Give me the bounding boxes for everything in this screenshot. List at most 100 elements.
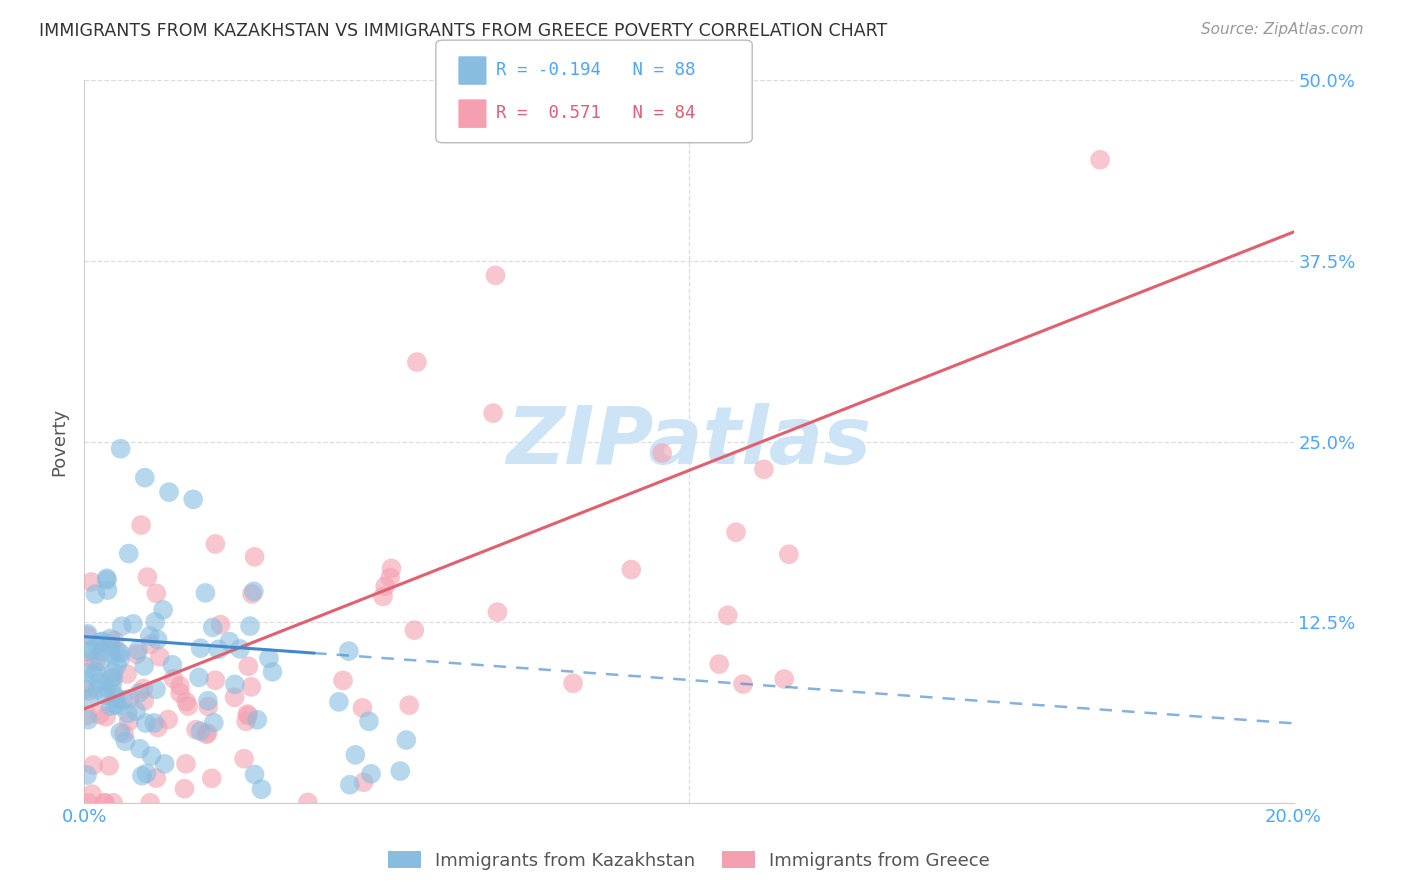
Point [89,707,111,722]
Text: R = -0.194   N = 88: R = -0.194 N = 88 [496,61,696,78]
Point [724,525,747,540]
Point [339,778,361,792]
Point [94,796,117,810]
Point [297,796,319,810]
Point [257,651,280,665]
Point [380,561,402,575]
Point [110,725,132,739]
Point [201,620,224,634]
Point [103,687,125,701]
Point [117,706,139,721]
Point [243,549,266,564]
Point [352,701,374,715]
Point [243,767,266,781]
Point [139,637,162,651]
Point [236,706,259,721]
Point [98,632,121,646]
Point [96,571,118,585]
Point [98,759,121,773]
Point [76,708,98,723]
Point [83,668,105,682]
Point [157,485,180,500]
Point [731,677,754,691]
Point [239,619,262,633]
Point [77,684,100,698]
Point [110,442,132,456]
Point [209,617,232,632]
Point [125,647,148,661]
Point [96,583,118,598]
Point [135,766,157,780]
Point [118,691,141,706]
Point [112,727,135,741]
Point [218,634,240,648]
Point [197,694,219,708]
Point [141,749,163,764]
Point [651,446,673,460]
Point [181,492,204,507]
Point [80,787,103,801]
Point [1088,153,1111,167]
Point [90,635,112,649]
Point [107,698,129,713]
Point [84,665,107,679]
Point [246,713,269,727]
Point [378,570,401,584]
Point [103,670,125,684]
Point [139,796,162,810]
Point [100,637,122,651]
Point [177,699,200,714]
Point [778,547,800,561]
Point [406,355,429,369]
Point [184,723,207,737]
Point [169,679,191,693]
Point [103,633,125,648]
Point [104,697,127,711]
Point [111,619,134,633]
Point [195,727,218,741]
Point [86,682,108,697]
Point [229,641,252,656]
Point [101,676,124,690]
Point [404,623,426,637]
Point [162,672,184,686]
Point [89,655,111,669]
Point [89,675,111,690]
Point [146,632,169,647]
Point [136,570,159,584]
Point [108,646,131,660]
Point [111,693,134,707]
Point [752,462,775,476]
Point [187,670,209,684]
Point [146,721,169,735]
Point [157,713,180,727]
Point [115,667,138,681]
Point [132,681,155,696]
Point [76,768,98,782]
Point [149,649,172,664]
Point [118,714,141,729]
Point [94,709,117,723]
Point [77,796,100,810]
Point [100,671,122,685]
Point [482,406,505,420]
Point [190,724,212,739]
Point [76,629,98,643]
Point [173,781,195,796]
Point [153,756,176,771]
Point [84,587,107,601]
Point [134,659,156,673]
Point [143,615,166,629]
Point [82,758,104,772]
Point [197,699,219,714]
Point [76,627,98,641]
Point [344,747,367,762]
Point [84,655,107,669]
Point [328,695,350,709]
Point [129,518,152,533]
Text: IMMIGRANTS FROM KAZAKHSTAN VS IMMIGRANTS FROM GREECE POVERTY CORRELATION CHART: IMMIGRANTS FROM KAZAKHSTAN VS IMMIGRANTS… [39,22,887,40]
Point [152,603,174,617]
Point [94,689,117,703]
Point [190,641,212,656]
Point [91,634,114,648]
